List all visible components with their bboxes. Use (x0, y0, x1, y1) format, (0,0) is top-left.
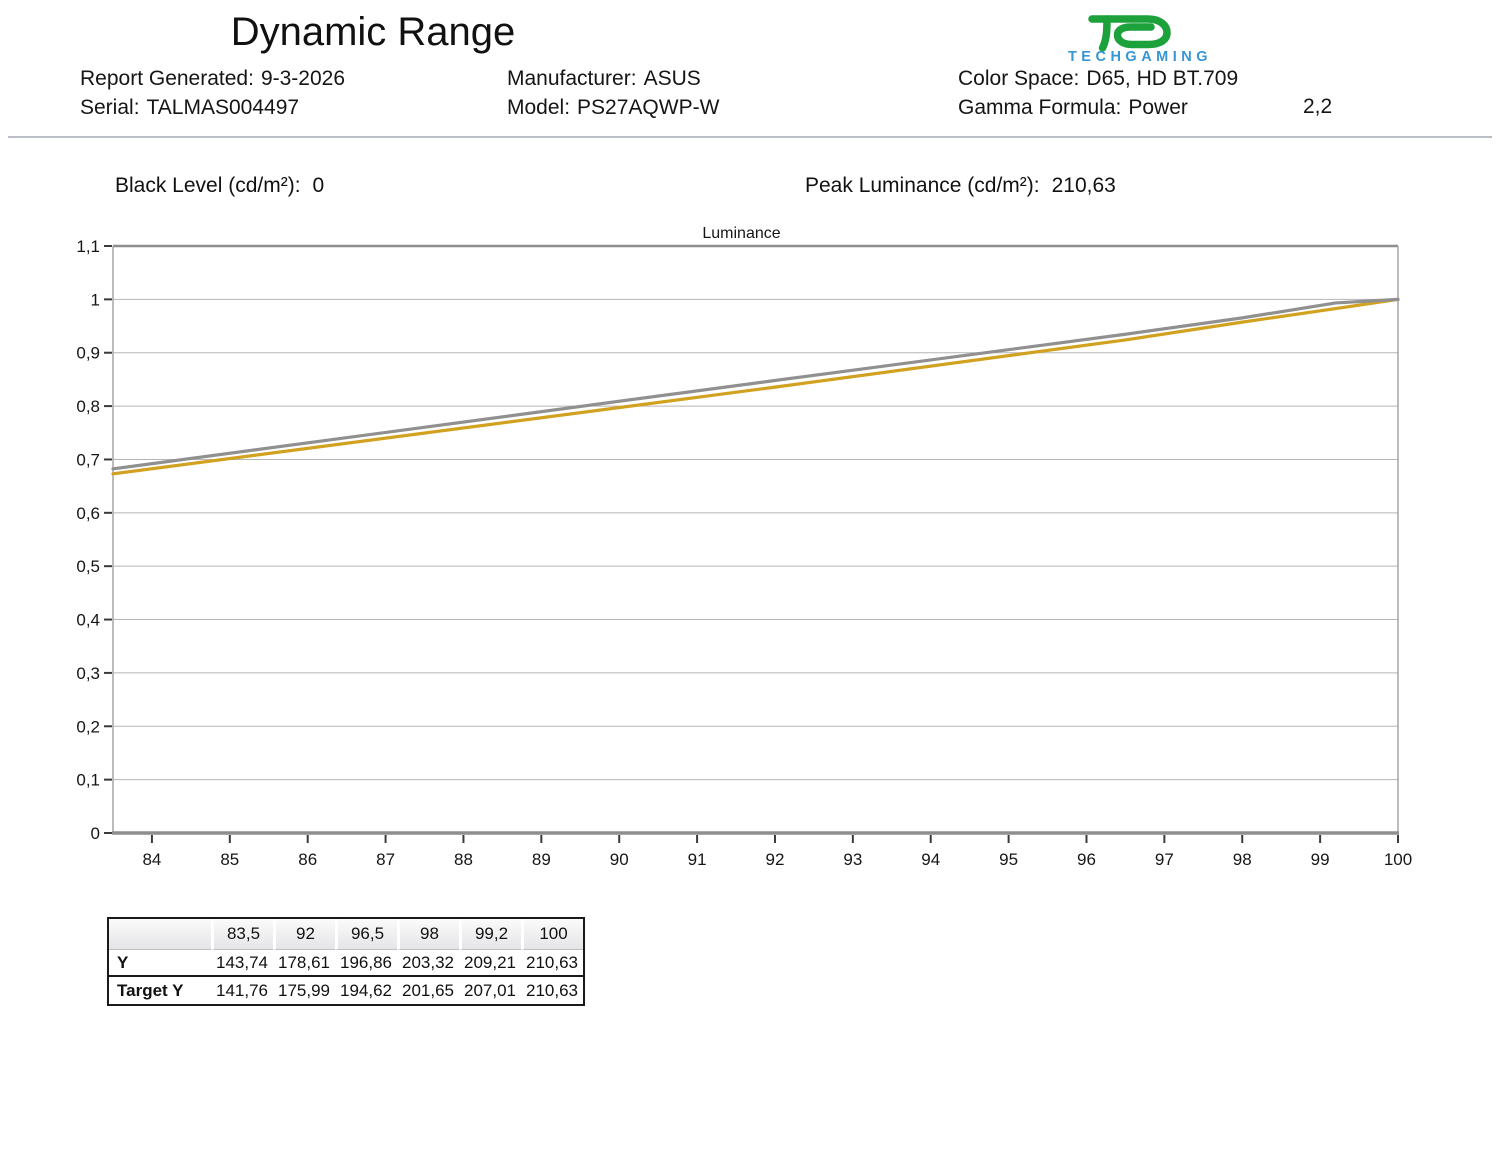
table-cell: 207,01 (464, 980, 516, 1000)
black-level-readout: Black Level (cd/m²): 0 (115, 174, 324, 198)
y-tick-label: 0,8 (76, 397, 100, 416)
report-meta-column-2: Manufacturer: ASUS Model: PS27AQWP-W (507, 64, 719, 122)
black-level-value: 0 (312, 174, 325, 197)
report-generated-value: 9-3-2026 (260, 67, 345, 90)
x-tick-label: 94 (921, 850, 940, 869)
report-meta-column-3: Color Space: D65, HD BT.709 Gamma Formula… (958, 64, 1238, 122)
y-tick-label: 0,4 (76, 611, 100, 630)
y-tick-label: 1 (91, 290, 100, 309)
page-title: Dynamic Range (230, 10, 516, 54)
x-tick-label: 97 (1155, 850, 1174, 869)
x-tick-label: 98 (1233, 850, 1252, 869)
series-line-target-y (111, 297, 1400, 476)
x-tick-label: 87 (376, 850, 395, 869)
y-tick-label: 0,1 (76, 771, 100, 790)
x-tick-label: 93 (843, 850, 862, 869)
table-header-cell (109, 919, 211, 950)
series-line-y (111, 297, 1400, 471)
serial-label: Serial: (80, 96, 140, 119)
chart-title: Luminance (702, 225, 780, 242)
y-tick-label: 0,7 (76, 450, 100, 469)
x-tick-label: 88 (454, 850, 473, 869)
luminance-chart-canvas: 0 0,1 0,2 0,3 0,4 0,5 0,6 0,7 0,8 0,9 1 1,1 84 85 86 87… (76, 225, 1412, 869)
table-cell: 141,76 (216, 980, 268, 1000)
header-divider (8, 136, 1492, 138)
x-tick-label: 91 (688, 850, 707, 869)
x-tick-label: 90 (610, 850, 629, 869)
model-value: PS27AQWP-W (577, 96, 720, 119)
model-label: Model: (507, 96, 571, 119)
peak-luminance-label: Peak Luminance (cd/m²): (805, 174, 1040, 197)
table-row: Target Y 141,76 175,99 194,62 201,65 207,01 21… (109, 977, 583, 1004)
table-cell: 178,61 (273, 950, 335, 977)
y-tick-label: 0 (91, 824, 100, 843)
row-label: Y (109, 950, 211, 977)
luminance-data-table: 83,5 92 96,5 98 99,2 100 Y 143,74 178,61 196,86 2… (107, 917, 585, 1006)
peak-luminance-value: 210,63 (1051, 174, 1116, 197)
table-header-cell: 98 (397, 919, 459, 950)
techgaming-logo: TECHGAMING (1068, 15, 1212, 65)
serial-field: Serial: TALMAS004497 (80, 93, 345, 122)
gamma-value: 2,2 (1303, 95, 1333, 118)
table-row: Y 143,74 178,61 196,86 203,32 209,21 210,63 (109, 950, 583, 977)
table-cell: 203,32 (397, 950, 459, 977)
manufacturer-label: Manufacturer: (507, 67, 637, 90)
report-meta-column-1: Report Generated: 9-3-2026 Serial: TALMAS0… (80, 64, 345, 122)
x-tick-label: 99 (1311, 850, 1330, 869)
serial-value: TALMAS004497 (146, 96, 300, 119)
gamma-formula-value: Power (1128, 96, 1188, 119)
x-tick-label: 95 (999, 850, 1018, 869)
row-label: Target Y (117, 980, 184, 1000)
table-cell: 209,21 (459, 950, 521, 977)
y-tick-label: 0,3 (76, 664, 100, 683)
y-tick-label: 0,5 (76, 557, 100, 576)
peak-luminance-readout: Peak Luminance (cd/m²): 210,63 (805, 174, 1116, 198)
x-tick-label: 89 (532, 850, 551, 869)
table-header-cell: 83,5 (211, 919, 273, 950)
gamma-formula-label: Gamma Formula: (958, 96, 1122, 119)
table-cell: 201,65 (402, 980, 454, 1000)
tg-monogram-icon (1088, 15, 1171, 52)
black-level-label: Black Level (cd/m²): (115, 174, 301, 197)
report-generated-label: Report Generated: (80, 67, 254, 90)
table-header-cell: 92 (273, 919, 335, 950)
table-cell: 194,62 (340, 980, 392, 1000)
manufacturer-field: Manufacturer: ASUS (507, 64, 719, 93)
luminance-chart: 0 0,1 0,2 0,3 0,4 0,5 0,6 0,7 0,8 0,9 1 1,1 84 85 86 87… (0, 200, 1500, 900)
logo-wordmark: TECHGAMING (1068, 49, 1212, 65)
y-tick-label: 0,9 (76, 344, 100, 363)
report-generated-field: Report Generated: 9-3-2026 (80, 64, 345, 93)
x-tick-label: 84 (142, 850, 161, 869)
x-tick-label: 96 (1077, 850, 1096, 869)
color-space-label: Color Space: (958, 67, 1080, 90)
x-tick-label: 100 (1384, 850, 1412, 869)
gamma-formula-field: Gamma Formula: Power (958, 93, 1238, 122)
y-tick-label: 0,2 (76, 717, 100, 736)
table-cell: 143,74 (211, 950, 273, 977)
table-cell: 210,63 (521, 950, 583, 977)
y-tick-label: 0,6 (76, 504, 100, 523)
table-header-cell: 99,2 (459, 919, 521, 950)
y-tick-label: 1,1 (76, 237, 100, 256)
table-cell: 210,63 (526, 980, 578, 1000)
manufacturer-value: ASUS (643, 67, 701, 90)
color-space-field: Color Space: D65, HD BT.709 (958, 64, 1238, 93)
x-tick-label: 92 (766, 850, 785, 869)
model-field: Model: PS27AQWP-W (507, 93, 719, 122)
table-cell: 196,86 (335, 950, 397, 977)
x-tick-label: 85 (220, 850, 239, 869)
x-tick-label: 86 (298, 850, 317, 869)
table-cell: 175,99 (278, 980, 330, 1000)
table-header-cell: 96,5 (335, 919, 397, 950)
table-header-cell: 100 (521, 919, 583, 950)
color-space-value: D65, HD BT.709 (1086, 67, 1239, 90)
table-header: 83,5 92 96,5 98 99,2 100 (109, 919, 583, 950)
